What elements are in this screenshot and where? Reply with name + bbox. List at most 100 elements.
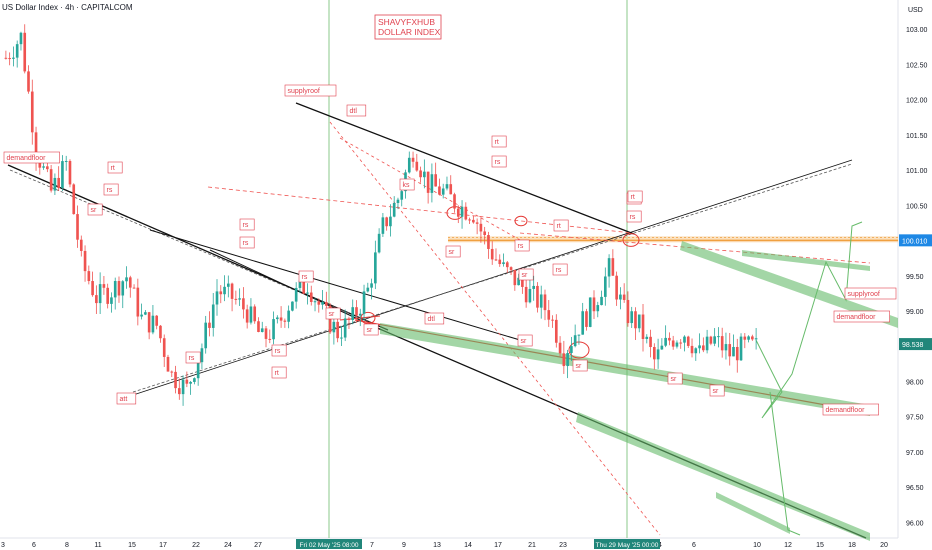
annotation-label: ks — [403, 182, 411, 189]
brand-line-2: DOLLAR INDEX — [378, 27, 441, 37]
candle-body — [125, 277, 128, 282]
candle-body — [362, 291, 366, 314]
candle-body — [441, 188, 445, 195]
annotation-label: supplyroof — [848, 291, 880, 298]
annotation-box — [271, 344, 287, 357]
candle-body — [656, 349, 660, 360]
candle-body — [230, 283, 234, 299]
annotation-label: rt — [111, 165, 115, 172]
candle-body — [521, 277, 524, 287]
x-tick-label: 7 — [370, 542, 374, 549]
y-tick-label: 100.50 — [906, 203, 928, 210]
candle-body — [389, 216, 392, 227]
x-tick-label: 11 — [94, 542, 101, 549]
annotation-box — [185, 351, 201, 364]
annotation-box — [491, 155, 507, 168]
candle-body — [189, 381, 192, 384]
candle-body — [42, 166, 45, 168]
annotation-label: supplyroof — [288, 88, 320, 95]
candle-body — [411, 157, 415, 162]
candle-body — [671, 340, 675, 347]
annotation-box — [87, 203, 103, 216]
candle-body — [193, 378, 196, 382]
candle-body — [690, 345, 694, 354]
candle-body — [724, 344, 728, 351]
y-tick-label: 98.00 — [906, 380, 924, 387]
annotation-label: sr — [367, 327, 374, 334]
candle-body — [634, 311, 637, 329]
candle-body — [264, 328, 268, 339]
candle-body — [743, 336, 747, 340]
candle-body — [596, 305, 600, 312]
highlight-circle — [622, 233, 640, 247]
annotation-box — [325, 307, 341, 320]
candle-body — [524, 286, 528, 303]
x-highlight-tag — [594, 539, 660, 549]
y-tick-label: 99.00 — [906, 309, 924, 316]
candle-body — [53, 177, 57, 191]
candle-body — [215, 291, 219, 305]
annotation-box — [553, 219, 569, 232]
y-axis: 103.00 102.50 102.00 101.50 101.00 100.50 100.… — [899, 27, 932, 527]
annotation-box — [424, 312, 445, 325]
x-axis: 3681115172224277913141721232461012151820… — [1, 539, 888, 549]
annotation-label: rs — [518, 243, 524, 250]
candle-body — [351, 307, 355, 320]
y-tick-label: 97.00 — [906, 450, 924, 457]
candle-body — [140, 314, 143, 317]
candle-body — [15, 44, 19, 58]
candle-body — [174, 371, 177, 389]
annotation-label: sr — [522, 272, 529, 279]
candle-body — [419, 170, 422, 178]
x-tick-label: 6 — [692, 542, 696, 549]
annotation-box — [833, 310, 890, 323]
candle-body — [513, 269, 517, 286]
candle-body — [573, 335, 577, 347]
annotation-box — [667, 372, 683, 385]
y-tick-label: 102.50 — [906, 62, 928, 69]
symbol-title[interactable]: US Dollar Index · 4h · CAPITALCOM — [2, 3, 133, 12]
candle-body — [558, 342, 562, 354]
price-axis[interactable] — [898, 0, 932, 550]
candle-body — [668, 337, 671, 341]
y-tick-label: 101.50 — [906, 133, 928, 140]
candle-body — [509, 267, 513, 270]
candle-body — [445, 184, 449, 189]
candle-body — [698, 345, 701, 349]
green-channel-band-1 — [380, 323, 870, 416]
candle-body — [653, 347, 656, 360]
candle-body — [34, 132, 38, 159]
candle-body — [19, 32, 23, 45]
x-tick-label: 27 — [254, 542, 262, 549]
annotation-label: sr — [576, 363, 583, 370]
candle-body — [611, 258, 615, 276]
annotation-box — [3, 151, 60, 164]
candle-body — [61, 161, 64, 188]
candle-body — [702, 345, 705, 351]
annotation-box — [346, 104, 367, 117]
candle-body — [223, 286, 226, 295]
candle-body — [68, 160, 72, 185]
projection-path-2 — [769, 391, 801, 536]
brand-box: SHAVYFXHUB DOLLAR INDEX — [374, 14, 442, 40]
candle-body — [358, 313, 362, 316]
highlight-circle — [514, 215, 528, 227]
annotation-box — [627, 190, 643, 203]
candle-body — [434, 174, 437, 187]
candle-body — [468, 219, 471, 221]
annotation-box — [445, 245, 461, 258]
candle-body — [27, 71, 30, 92]
annotation-label: dtl — [428, 316, 436, 323]
highlight-circle — [360, 311, 376, 325]
annotation-label: sr — [671, 376, 678, 383]
trendline-black — [7, 164, 389, 331]
green-channel-band-3 — [680, 241, 898, 328]
candle-body — [302, 280, 306, 294]
candle-body — [260, 328, 264, 332]
last-price-tag — [899, 338, 932, 351]
annotation-box — [518, 268, 534, 281]
candle-body — [325, 301, 328, 306]
candle-body — [735, 346, 739, 361]
candle-body — [200, 348, 204, 363]
